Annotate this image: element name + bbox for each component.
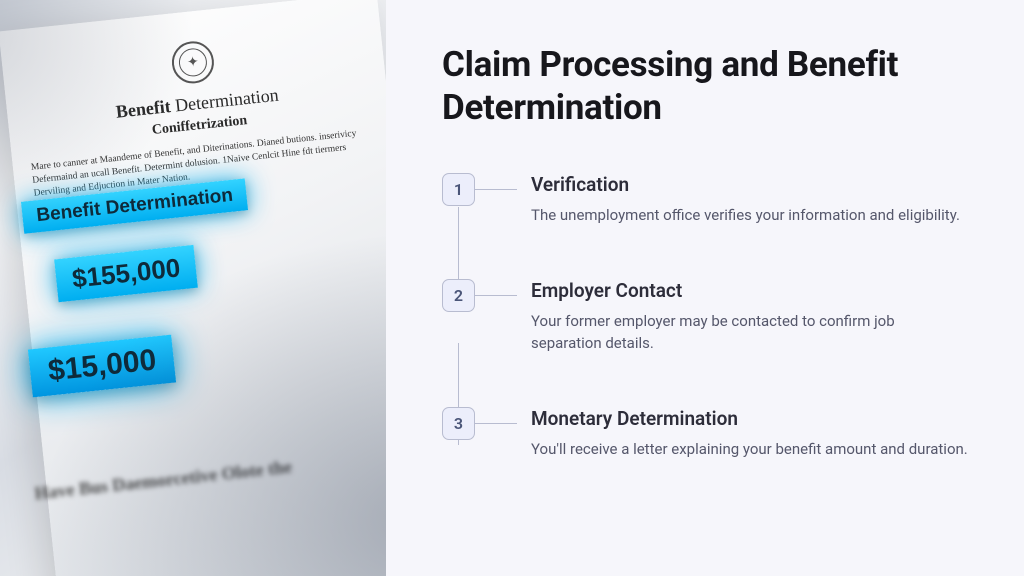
step-desc: Your former employer may be contacted to…: [531, 310, 968, 355]
step-desc: The unemployment office verifies your in…: [531, 204, 960, 227]
step-2: 2 Employer Contact Your former employer …: [442, 279, 968, 355]
step-connector: [475, 189, 517, 190]
step-number: 3: [442, 407, 475, 440]
step-3: 3 Monetary Determination You'll receive …: [442, 407, 968, 461]
seal-icon: ✦: [170, 39, 216, 85]
step-content: Verification The unemployment office ver…: [531, 173, 960, 227]
document-image-panel: ✦ Benefit Determination Coniffetrization…: [0, 0, 386, 576]
doc-title-bold: Benefit: [115, 96, 172, 122]
step-number: 1: [442, 173, 475, 206]
step-connector: [475, 423, 517, 424]
step-desc: You'll receive a letter explaining your …: [531, 438, 968, 461]
content-panel: Claim Processing and Benefit Determinati…: [386, 0, 1024, 576]
page-title: Claim Processing and Benefit Determinati…: [442, 44, 968, 129]
step-title: Verification: [531, 173, 960, 196]
step-title: Employer Contact: [531, 279, 968, 302]
step-number: 2: [442, 279, 475, 312]
step-content: Monetary Determination You'll receive a …: [531, 407, 968, 461]
step-1: 1 Verification The unemployment office v…: [442, 173, 968, 227]
step-connector: [475, 295, 517, 296]
step-title: Monetary Determination: [531, 407, 968, 430]
step-content: Employer Contact Your former employer ma…: [531, 279, 968, 355]
steps-timeline: 1 Verification The unemployment office v…: [442, 173, 968, 460]
